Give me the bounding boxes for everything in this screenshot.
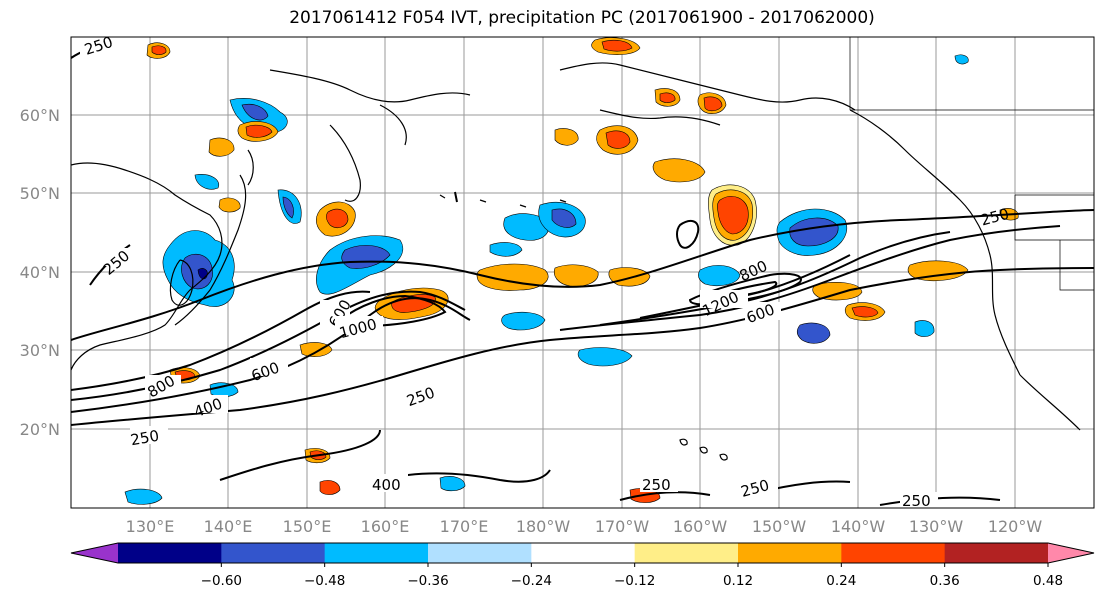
colorbar-tick-label: 0.24 (826, 573, 856, 589)
map-title: 2017061412 F054 IVT, precipitation PC (2… (289, 8, 875, 28)
precipitation-shading (124, 37, 1019, 505)
colorbar (70, 542, 1095, 564)
colorbar-tick-label: −0.24 (511, 573, 552, 589)
contour-label: 400 (372, 476, 401, 494)
ivt-contours (71, 41, 1094, 506)
colorbar-segment (841, 543, 946, 563)
colorbar-tick-label: −0.12 (614, 573, 655, 589)
lon-label: 130°W (909, 517, 964, 536)
colorbar-segment (634, 543, 739, 563)
coastlines (71, 62, 1081, 461)
lat-label: 20°N (20, 420, 60, 439)
colorbar-segment (118, 543, 222, 563)
colorbar-tick-label: 0.48 (1033, 573, 1063, 589)
colorbar-tick-label: −0.60 (201, 573, 242, 589)
colorbar-segment (221, 543, 326, 563)
colorbar-tick-label: 0.36 (930, 573, 960, 589)
contour-label: 250 (129, 427, 160, 450)
colorbar-tick-label: −0.48 (304, 573, 345, 589)
lat-label: 60°N (20, 106, 60, 125)
colorbar-segment (738, 543, 842, 563)
lat-label: 50°N (20, 184, 60, 203)
colorbar-tick-label: −0.36 (407, 573, 448, 589)
colorbar-segment (324, 543, 429, 563)
colorbar-outline (70, 542, 1095, 564)
lon-label: 140°W (831, 517, 886, 536)
lon-label: 120°W (988, 517, 1043, 536)
latitude-labels: 60°N 50°N 40°N 30°N 20°N (20, 106, 60, 439)
lon-label: 150°W (752, 517, 807, 536)
colorbar-extension-max (1048, 543, 1094, 563)
country-borders (849, 37, 1094, 291)
colorbar-segment (944, 543, 1049, 563)
colorbar-tick-label: 0.12 (723, 573, 753, 589)
longitude-labels: 130°E 140°E 150°E 160°E 170°E 180°W 170°… (126, 517, 1043, 536)
contour-label: 250 (642, 476, 671, 494)
contour-label: 250 (902, 492, 931, 510)
lon-label: 160°W (673, 517, 728, 536)
lon-label: 170°W (595, 517, 650, 536)
colorbar-segment (428, 543, 532, 563)
lon-label: 150°E (283, 517, 332, 536)
lon-label: 170°E (440, 517, 489, 536)
map-frame (70, 36, 1095, 509)
lon-label: 160°E (361, 517, 410, 536)
lat-label: 30°N (20, 341, 60, 360)
lon-label: 130°E (126, 517, 175, 536)
lat-label: 40°N (20, 263, 60, 282)
colorbar-extension-min (71, 543, 118, 563)
colorbar-segment (531, 543, 636, 563)
colorbar-ticks: −0.60 −0.48 −0.36 −0.24 −0.12 0.12 0.24 0.36 0.4… (201, 563, 1063, 589)
contour-labels: 250 250 250 250 250 250 250 250 400 400 … (80, 33, 1011, 510)
lon-label: 180°W (516, 517, 571, 536)
lon-label: 140°E (204, 517, 253, 536)
